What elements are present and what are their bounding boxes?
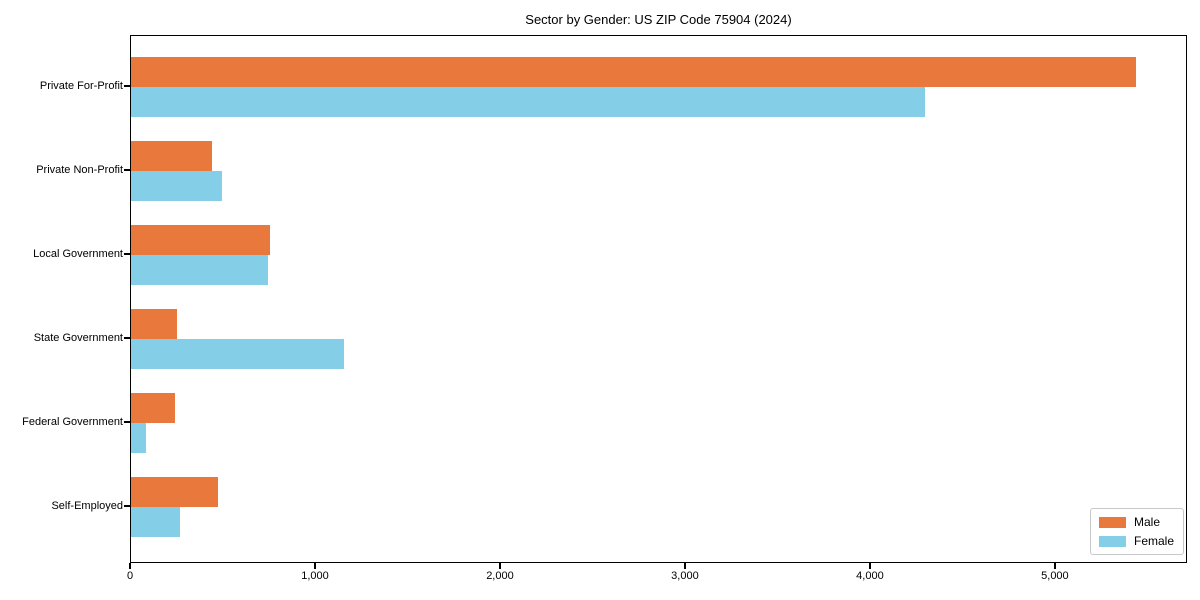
bar-male-private-for-profit bbox=[131, 57, 1136, 87]
legend: Male Female bbox=[1090, 508, 1185, 555]
legend-item-female: Female bbox=[1099, 534, 1174, 548]
bar-female-self-employed bbox=[131, 507, 180, 537]
x-tick-0 bbox=[129, 563, 131, 569]
y-axis-label-self-employed: Self-Employed bbox=[51, 500, 123, 512]
x-tick-1000 bbox=[314, 563, 316, 569]
legend-label-male: Male bbox=[1134, 515, 1161, 529]
x-tick-5000 bbox=[1054, 563, 1056, 569]
y-tick-federal-government bbox=[124, 421, 130, 423]
legend-item-male: Male bbox=[1099, 515, 1174, 529]
x-tick-label-1000: 1,000 bbox=[301, 570, 329, 582]
x-tick-label-5000: 5,000 bbox=[1041, 570, 1069, 582]
bar-male-federal-government bbox=[131, 393, 176, 423]
y-axis-label-private-non-profit: Private Non-Profit bbox=[36, 164, 123, 176]
y-axis-label-federal-government: Federal Government bbox=[22, 416, 123, 428]
bar-male-local-government bbox=[131, 225, 270, 255]
y-tick-self-employed bbox=[124, 505, 130, 507]
y-tick-private-for-profit bbox=[124, 85, 130, 87]
y-tick-state-government bbox=[124, 337, 130, 339]
bar-female-local-government bbox=[131, 255, 268, 285]
bar-female-state-government bbox=[131, 339, 344, 369]
plot-area bbox=[130, 35, 1187, 563]
y-axis-label-private-for-profit: Private For-Profit bbox=[39, 80, 123, 92]
x-tick-3000 bbox=[684, 563, 686, 569]
y-tick-local-government bbox=[124, 253, 130, 255]
x-tick-2000 bbox=[499, 563, 501, 569]
y-axis-label-local-government: Local Government bbox=[33, 248, 123, 260]
bar-male-state-government bbox=[131, 309, 178, 339]
bar-male-self-employed bbox=[131, 477, 218, 507]
y-tick-private-non-profit bbox=[124, 169, 130, 171]
bar-female-private-non-profit bbox=[131, 171, 222, 201]
bar-male-private-non-profit bbox=[131, 141, 213, 171]
bar-female-federal-government bbox=[131, 423, 146, 453]
chart-title: Sector by Gender: US ZIP Code 75904 (202… bbox=[525, 12, 792, 27]
y-axis-label-state-government: State Government bbox=[33, 332, 123, 344]
legend-swatch-male-icon bbox=[1099, 516, 1126, 528]
legend-swatch-female-icon bbox=[1099, 535, 1126, 547]
x-tick-label-4000: 4,000 bbox=[856, 570, 884, 582]
x-tick-label-2000: 2,000 bbox=[486, 570, 514, 582]
bar-female-private-for-profit bbox=[131, 87, 925, 117]
legend-label-female: Female bbox=[1134, 534, 1175, 548]
x-tick-4000 bbox=[869, 563, 871, 569]
x-tick-label-0: 0 bbox=[126, 570, 134, 582]
x-tick-label-3000: 3,000 bbox=[671, 570, 699, 582]
